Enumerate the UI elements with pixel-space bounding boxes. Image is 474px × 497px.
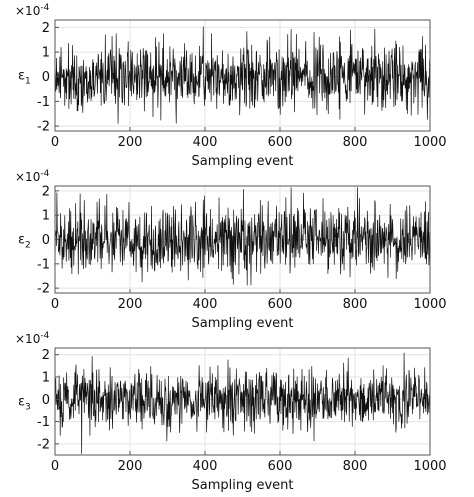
- axis-exponent: ×10-4: [15, 169, 50, 184]
- axis-exponent: ×10-4: [15, 331, 50, 346]
- y-tick-label: -1: [37, 415, 50, 430]
- x-tick-label: 200: [118, 459, 143, 474]
- x-axis-label: Sampling event: [191, 478, 293, 493]
- x-tick-label: 1000: [413, 135, 446, 150]
- y-tick-label: 1: [42, 46, 50, 61]
- x-tick-label: 0: [51, 135, 59, 150]
- y-tick-label: 2: [42, 184, 50, 199]
- y-tick-label: -2: [37, 437, 50, 452]
- x-axis-label: Sampling event: [191, 316, 293, 331]
- x-tick-label: 200: [118, 297, 143, 312]
- x-axis-label: Sampling event: [191, 154, 293, 169]
- x-tick-label: 0: [51, 459, 59, 474]
- x-tick-label: 400: [193, 459, 218, 474]
- y-tick-label: -2: [37, 282, 50, 297]
- y-axis-label: ε3: [18, 395, 31, 413]
- x-tick-label: 400: [193, 135, 218, 150]
- x-tick-label: 0: [51, 297, 59, 312]
- y-tick-label: -1: [37, 257, 50, 272]
- axis-exponent: ×10-4: [15, 3, 50, 18]
- x-tick-label: 400: [193, 297, 218, 312]
- series-line: [54, 187, 431, 286]
- y-tick-label: 0: [42, 70, 50, 85]
- y-tick-label: 1: [42, 370, 50, 385]
- x-tick-label: 600: [268, 135, 293, 150]
- y-tick-label: 0: [42, 233, 50, 248]
- y-tick-label: 0: [42, 393, 50, 408]
- x-tick-label: 1000: [413, 297, 446, 312]
- x-tick-label: 800: [343, 297, 368, 312]
- y-tick-label: -2: [37, 120, 50, 135]
- y-tick-label: -1: [37, 95, 50, 110]
- x-tick-label: 600: [268, 297, 293, 312]
- chart-panel-3: 0 200 400 600 800 1000 -2 -1 0 1 2 ×10-4 ε3 Sampling …: [15, 331, 447, 493]
- y-tick-label: 2: [42, 21, 50, 36]
- plot-frame: [54, 19, 431, 132]
- x-tick-label: 1000: [413, 459, 446, 474]
- y-axis-label: ε2: [18, 233, 31, 251]
- series-line: [54, 352, 431, 454]
- y-tick-label: 1: [42, 209, 50, 224]
- x-tick-label: 200: [118, 135, 143, 150]
- series-line: [54, 26, 431, 124]
- x-tick-label: 800: [343, 135, 368, 150]
- chart-panel-2: 0 200 400 600 800 1000 -2 -1 0 1 2×10-4 ε2 Sampling …: [15, 169, 447, 331]
- x-tick-label: 600: [268, 459, 293, 474]
- plot-frame: [54, 347, 431, 456]
- y-tick-label: 2: [42, 348, 50, 363]
- y-axis-label: ε1: [18, 69, 31, 87]
- chart-panel-1: 0 200 400 600 800 1000 -2 -1 0 1 2 ×10-4 ε1 Sampling …: [15, 3, 447, 169]
- x-tick-label: 800: [343, 459, 368, 474]
